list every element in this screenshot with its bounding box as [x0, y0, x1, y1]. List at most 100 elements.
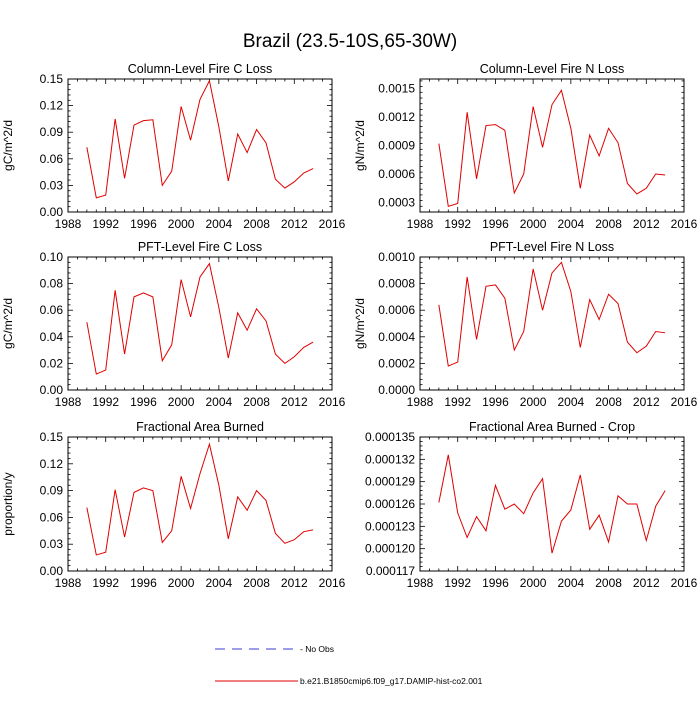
y-tick-label: 0.12	[40, 99, 64, 113]
x-tick-label: 1996	[130, 576, 157, 590]
figure-title: Brazil (23.5-10S,65-30W)	[243, 31, 457, 52]
y-axis-label: gN/m^2/d	[353, 298, 367, 349]
x-tick-label: 1988	[55, 576, 82, 590]
y-tick-label: 0.0006	[378, 167, 415, 181]
x-tick-label: 2016	[319, 395, 346, 409]
legend: - No Obs b.e21.B1850cmip6.f09_g17.DAMIP-…	[215, 644, 483, 686]
panel-title: Column-Level Fire N Loss	[480, 62, 625, 76]
x-tick-label: 1996	[130, 395, 157, 409]
y-tick-label: 0.06	[40, 303, 64, 317]
x-tick-label: 1992	[92, 395, 119, 409]
x-tick-label: 1996	[482, 395, 509, 409]
x-tick-label: 2008	[595, 217, 622, 231]
series-line	[87, 444, 313, 555]
x-tick-label: 2004	[558, 395, 585, 409]
y-tick-label: 0.0004	[378, 330, 415, 344]
series-line	[439, 262, 665, 366]
y-axis-label: gC/m^2/d	[1, 298, 15, 349]
y-tick-label: 0.04	[40, 330, 64, 344]
y-tick-label: 0.00	[40, 205, 64, 219]
y-tick-label: 0.0006	[378, 303, 415, 317]
y-tick-label: 0.06	[40, 152, 64, 166]
plot-frame	[68, 437, 332, 571]
x-tick-label: 2004	[206, 395, 233, 409]
x-tick-label: 2000	[168, 217, 195, 231]
y-tick-label: 0.00	[40, 383, 64, 397]
x-tick-label: 2000	[168, 576, 195, 590]
y-tick-label: 0.0000	[378, 383, 415, 397]
y-tick-label: 0.02	[40, 356, 64, 370]
x-tick-label: 1992	[444, 217, 471, 231]
x-tick-label: 2016	[319, 217, 346, 231]
x-tick-label: 2008	[595, 395, 622, 409]
x-tick-label: 2012	[633, 395, 660, 409]
panel-title: Fractional Area Burned	[136, 420, 264, 434]
panels: Column-Level Fire C Loss gC/m^2/d 1988 1992…	[1, 62, 698, 590]
y-tick-label: 0.03	[40, 178, 64, 192]
x-tick-label: 2016	[319, 576, 346, 590]
series-line	[439, 455, 665, 553]
x-tick-label: 2004	[206, 576, 233, 590]
x-tick-label: 1988	[407, 217, 434, 231]
series-line	[439, 90, 665, 206]
y-tick-label: 0.0012	[378, 110, 415, 124]
y-tick-label: 0.0009	[378, 139, 415, 153]
x-tick-label: 1992	[92, 576, 119, 590]
panel-title: Column-Level Fire C Loss	[128, 62, 273, 76]
x-tick-label: 1992	[444, 395, 471, 409]
series-line	[87, 264, 313, 374]
x-tick-label: 2012	[281, 395, 308, 409]
x-tick-label: 2016	[671, 217, 698, 231]
x-tick-label: 1988	[55, 395, 82, 409]
x-tick-label: 2004	[558, 576, 585, 590]
y-tick-label: 0.06	[40, 510, 64, 524]
x-tick-label: 1992	[92, 217, 119, 231]
plot-frame	[420, 257, 684, 390]
y-tick-label: 0.0010	[378, 250, 415, 264]
y-axis-label: gC/m^2/d	[1, 120, 15, 171]
x-tick-label: 2008	[595, 576, 622, 590]
x-tick-label: 1996	[482, 217, 509, 231]
y-tick-label: 0.03	[40, 537, 64, 551]
legend-label-model: b.e21.B1850cmip6.f09_g17.DAMIP-hist-co2.…	[300, 676, 483, 686]
y-tick-label: 0.15	[40, 430, 64, 444]
x-tick-label: 1988	[407, 395, 434, 409]
y-tick-label: 0.000126	[365, 497, 415, 511]
x-tick-label: 2008	[243, 576, 270, 590]
x-tick-label: 2012	[281, 217, 308, 231]
y-tick-label: 0.0003	[378, 196, 415, 210]
x-tick-label: 2012	[633, 576, 660, 590]
y-tick-label: 0.09	[40, 125, 64, 139]
y-tick-label: 0.08	[40, 277, 64, 291]
chart-panel: Column-Level Fire N Loss gN/m^2/d 1988 1992…	[353, 62, 698, 231]
x-tick-label: 2012	[281, 576, 308, 590]
plot-frame	[420, 79, 684, 212]
y-tick-label: 0.000120	[365, 542, 415, 556]
y-tick-label: 0.0015	[378, 82, 415, 96]
y-tick-label: 0.09	[40, 484, 64, 498]
y-tick-label: 0.12	[40, 457, 64, 471]
y-axis-label: gN/m^2/d	[353, 120, 367, 171]
x-tick-label: 2008	[243, 395, 270, 409]
series-line	[87, 81, 313, 198]
x-tick-label: 2000	[520, 217, 547, 231]
x-tick-label: 1988	[407, 576, 434, 590]
y-tick-label: 0.000117	[366, 564, 415, 578]
y-tick-label: 0.0002	[378, 356, 415, 370]
y-tick-label: 0.000135	[365, 430, 415, 444]
chart-panel: PFT-Level Fire N Loss gN/m^2/d 1988 1992 199…	[353, 240, 698, 409]
x-tick-label: 2000	[168, 395, 195, 409]
x-tick-label: 2016	[671, 395, 698, 409]
x-tick-label: 2004	[206, 217, 233, 231]
x-tick-label: 2016	[671, 576, 698, 590]
y-tick-label: 0.0008	[378, 277, 415, 291]
panel-title: PFT-Level Fire N Loss	[490, 240, 614, 254]
y-tick-label: 0.00	[40, 564, 64, 578]
y-tick-label: 0.000129	[365, 475, 415, 489]
